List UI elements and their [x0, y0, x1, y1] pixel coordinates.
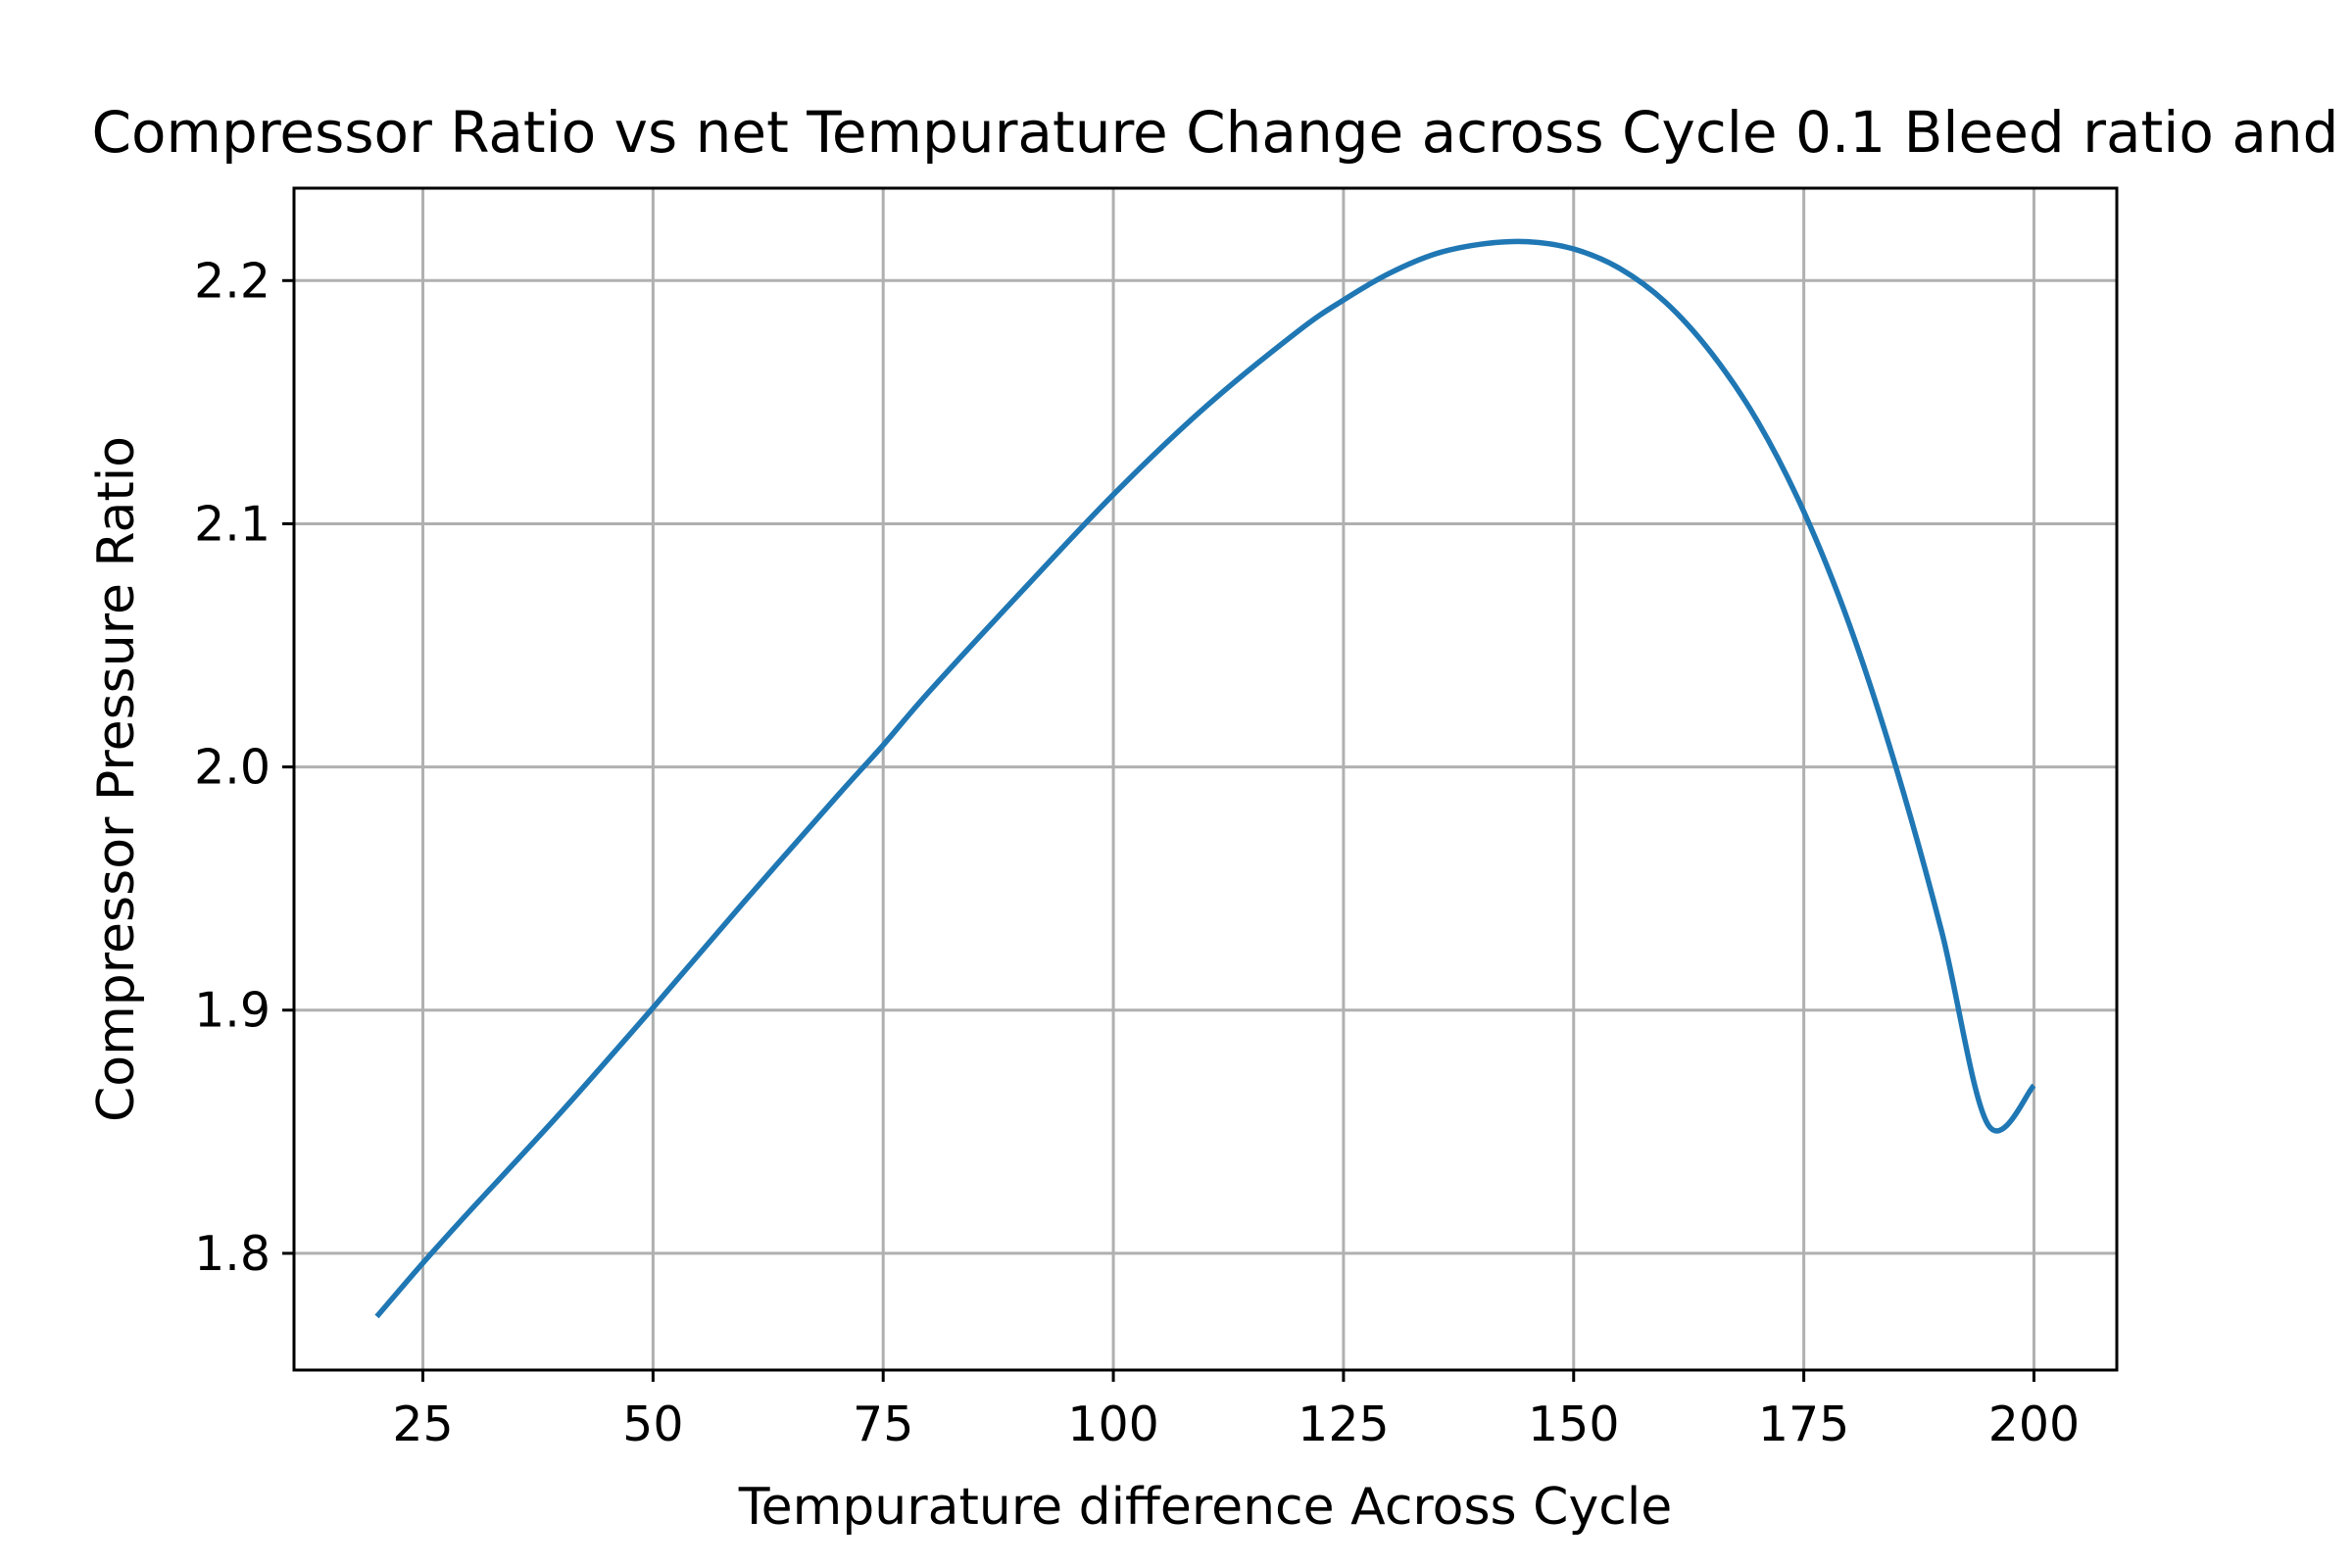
x-axis-label: Tempurature difference Across Cycle	[738, 1478, 1673, 1537]
y-tick-label: 2.1	[194, 496, 270, 552]
y-tick-label: 2.0	[194, 740, 270, 796]
x-tick-label: 150	[1528, 1396, 1620, 1452]
plot-frame	[292, 186, 2119, 1372]
x-tick-label: 100	[1067, 1396, 1159, 1452]
y-tick-label: 2.2	[194, 253, 270, 309]
y-tick-label: 1.9	[194, 983, 270, 1039]
y-tick-label: 1.8	[194, 1226, 270, 1282]
x-tick-label: 125	[1298, 1396, 1390, 1452]
chart-title: Compressor Ratio vs net Tempurature Chan…	[92, 99, 2339, 166]
x-axis-ticks: 25 50 75 100 125 150 175 200	[392, 1370, 2080, 1452]
y-axis-ticks: 1.8 1.9 2.0 2.1 2.2	[194, 253, 294, 1282]
series-layer	[374, 238, 2036, 1319]
x-tick-label: 50	[622, 1396, 683, 1452]
x-tick-label: 200	[1988, 1396, 2081, 1452]
x-tick-label: 175	[1758, 1396, 1850, 1452]
series-line	[374, 238, 2036, 1319]
grid-lines	[294, 188, 2117, 1370]
y-axis-label: Compressor Pressure Ratio	[87, 436, 146, 1122]
x-tick-label: 75	[853, 1396, 913, 1452]
x-tick-label: 25	[392, 1396, 453, 1452]
